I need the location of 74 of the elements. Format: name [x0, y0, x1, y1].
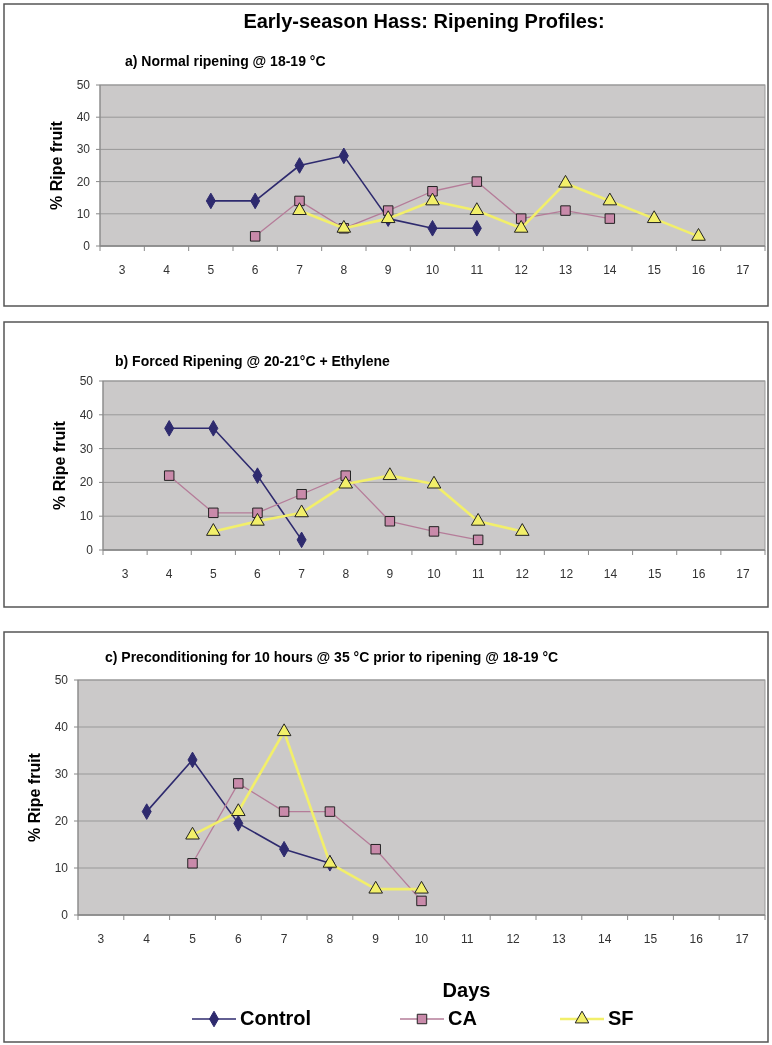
y-tick-label: 0	[83, 239, 91, 253]
x-tick-label: 7	[280, 932, 288, 946]
y-tick-label: 10	[79, 509, 94, 524]
x-tick-label: 16	[692, 567, 706, 581]
x-tick-label: 8	[326, 932, 334, 946]
x-tick-label: 15	[643, 932, 658, 946]
x-tick-label: 6	[234, 932, 242, 946]
y-axis-title: % Ripe fruit	[26, 752, 43, 842]
y-tick-label: 50	[76, 78, 91, 92]
x-tick-label: 12	[514, 263, 529, 277]
x-tick-label: 4	[163, 263, 171, 277]
x-tick-label: 9	[386, 567, 394, 581]
x-tick-label: 14	[603, 567, 618, 581]
y-tick-label: 50	[54, 673, 69, 687]
x-tick-label: 5	[207, 263, 215, 277]
x-tick-label: 3	[121, 567, 129, 581]
x-tick-label: 10	[414, 932, 429, 946]
x-tick-label: 11	[470, 263, 484, 277]
x-tick-label: 3	[97, 932, 105, 946]
y-tick-label: 30	[79, 441, 94, 456]
y-tick-label: 20	[76, 174, 91, 189]
x-tick-label: 16	[689, 932, 704, 946]
x-tick-label: 6	[251, 263, 259, 277]
x-tick-label: 8	[340, 263, 348, 277]
chart-subtitle: a) Normal ripening @ 18-19 °C	[125, 53, 326, 69]
y-tick-label: 40	[54, 720, 69, 734]
x-tick-label: 9	[384, 263, 392, 277]
x-axis-title: Days	[442, 979, 491, 1001]
y-axis-title: % Ripe fruit	[48, 120, 65, 210]
x-tick-label: 16	[691, 263, 706, 277]
x-tick-label: 15	[647, 263, 662, 277]
x-tick-label: 4	[165, 567, 173, 581]
x-tick-label: 13	[552, 932, 566, 946]
x-tick-label: 14	[598, 932, 612, 946]
x-tick-label: 14	[603, 263, 617, 277]
chart-title: c) Preconditioning for 10 hours @ 35 °C prior to ripening @ 18-19 °C	[105, 649, 559, 665]
x-tick-label: 3	[118, 263, 126, 277]
x-tick-label: 9	[372, 932, 380, 946]
y-tick-label: 10	[54, 861, 69, 875]
x-tick-label: 7	[298, 567, 306, 581]
y-tick-label: 40	[76, 110, 91, 125]
y-tick-label: 50	[79, 374, 94, 388]
x-tick-label: 10	[425, 263, 440, 277]
x-tick-label: 10	[427, 567, 441, 581]
x-tick-label: 17	[735, 932, 750, 946]
x-tick-label: 12	[515, 567, 530, 581]
x-tick-label: 15	[647, 567, 662, 581]
x-tick-label: 5	[189, 932, 197, 946]
chart-title: b) Forced Ripening @ 20-21°C + Ethylene	[115, 353, 391, 369]
x-tick-label: 5	[209, 567, 217, 581]
x-tick-label: 11	[461, 932, 474, 946]
x-tick-label: 4	[143, 932, 151, 946]
y-tick-label: 10	[76, 206, 91, 221]
x-tick-label: 12	[559, 567, 574, 581]
x-tick-label: 8	[342, 567, 350, 581]
y-axis-title: % Ripe fruit	[51, 420, 68, 510]
y-tick-label: 30	[54, 767, 69, 781]
x-tick-label: 12	[506, 932, 521, 946]
x-tick-label: 7	[296, 263, 304, 277]
y-tick-label: 0	[86, 543, 94, 557]
y-tick-label: 30	[76, 142, 91, 157]
chart-title: Early-season Hass: Ripening Profiles:	[243, 10, 605, 32]
y-tick-label: 0	[61, 908, 69, 922]
legend-label: CA	[448, 1007, 477, 1029]
legend-label: SF	[608, 1007, 634, 1029]
y-tick-label: 20	[79, 475, 94, 490]
legend-label: Control	[240, 1007, 312, 1029]
y-tick-label: 40	[79, 407, 94, 422]
x-tick-label: 11	[471, 567, 485, 581]
x-tick-label: 17	[736, 567, 750, 581]
x-tick-label: 17	[736, 263, 750, 277]
x-tick-label: 13	[558, 263, 573, 277]
y-tick-label: 20	[54, 814, 69, 828]
x-tick-label: 6	[254, 567, 262, 581]
